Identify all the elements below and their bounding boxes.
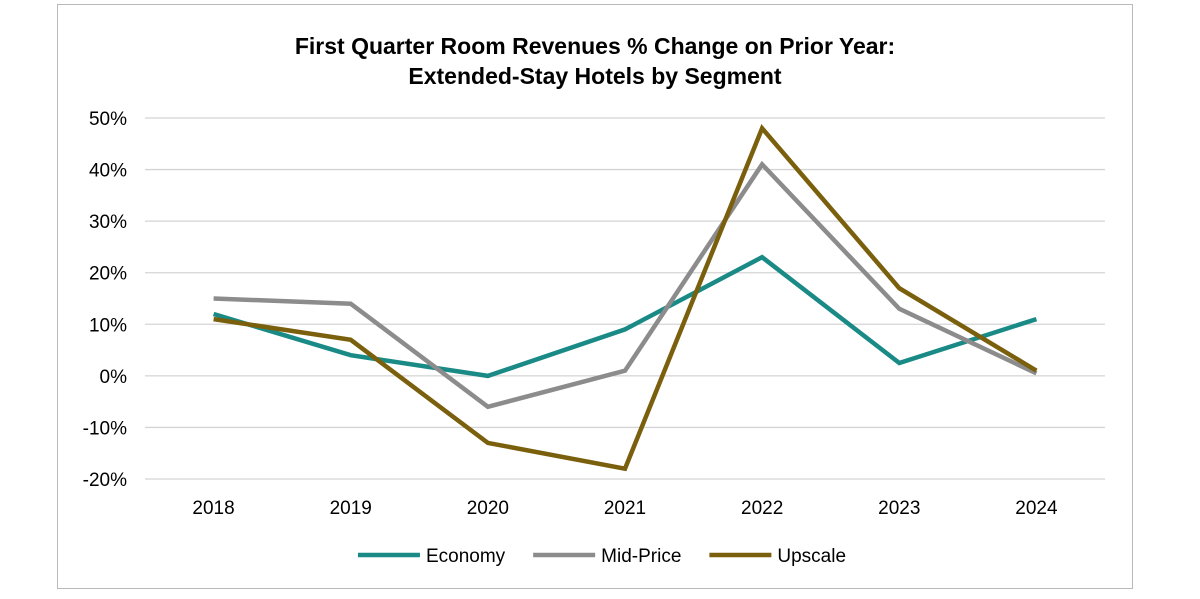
gridlines (145, 117, 1105, 480)
y-tick-label: 40% (89, 161, 127, 182)
y-tick-label: 50% (89, 109, 127, 130)
x-tick-label: 2020 (467, 498, 509, 519)
legend-label: Economy (426, 546, 506, 567)
chart-frame (57, 4, 1133, 589)
x-tick-label: 2024 (1015, 498, 1058, 519)
legend-label: Mid-Price (601, 546, 681, 567)
chart-title: First Quarter Room Revenues % Change on … (57, 31, 1133, 91)
y-tick-label: 0% (100, 367, 128, 388)
legend-label: Upscale (777, 546, 846, 567)
y-tick-label: 10% (89, 315, 127, 336)
y-tick-label: -20% (83, 470, 127, 491)
chart-title-line-2: Extended-Stay Hotels by Segment (408, 63, 782, 89)
legend-item-mid-price: Mid-Price (533, 546, 681, 567)
legend-item-economy: Economy (357, 546, 506, 567)
y-axis-tick-labels: 50% 40% 30% 20% 10% 0% -10% -20% (83, 109, 127, 491)
x-tick-label: 2018 (192, 498, 234, 519)
legend: Economy Mid-Price Upscale (357, 546, 846, 567)
y-tick-label: 20% (89, 264, 127, 285)
y-tick-label: -10% (83, 418, 127, 439)
chart-title-line-1: First Quarter Room Revenues % Change on … (294, 33, 896, 59)
y-tick-label: 30% (89, 212, 127, 233)
x-tick-label: 2019 (330, 498, 372, 519)
x-tick-label: 2021 (604, 498, 646, 519)
series-lines (212, 124, 1038, 472)
series-line-mid-price (213, 160, 1038, 410)
x-tick-label: 2023 (878, 498, 920, 519)
series-line-upscale (213, 124, 1038, 472)
x-axis-tick-labels: 2018 2019 2020 2021 2022 2023 2024 (192, 498, 1058, 519)
legend-item-upscale: Upscale (709, 546, 846, 567)
series-line-economy (212, 254, 1038, 379)
x-tick-label: 2022 (741, 498, 783, 519)
